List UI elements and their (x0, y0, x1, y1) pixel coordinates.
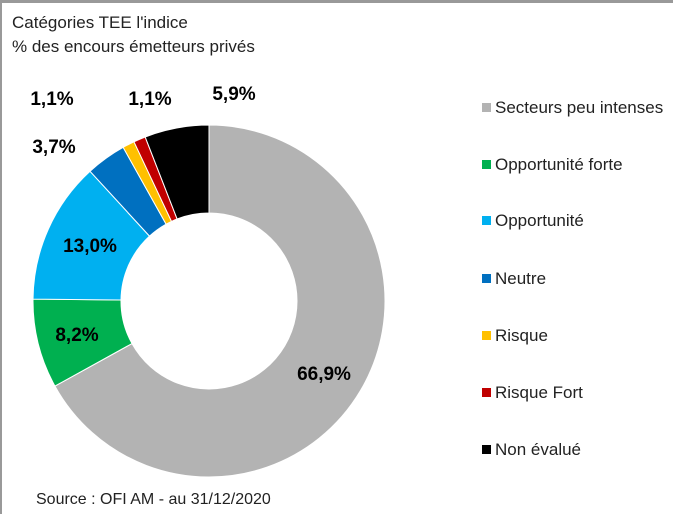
data-label: 1,1% (128, 89, 172, 110)
donut (32, 124, 386, 478)
legend-label: Secteurs peu intenses (495, 98, 664, 117)
data-label: 66,9% (297, 364, 351, 385)
legend-label: Non évalué (495, 440, 582, 459)
legend-swatch (482, 388, 491, 397)
legend-label: Opportunité (495, 211, 584, 230)
data-label: 5,9% (212, 84, 256, 105)
legend-swatch (482, 160, 491, 169)
legend-label: Risque (495, 326, 548, 345)
legend-swatch (482, 216, 491, 225)
legend-label: Neutre (495, 269, 547, 288)
chart-subtitle: % des encours émetteurs privés (12, 37, 255, 56)
data-label: 3,7% (32, 137, 76, 158)
donut-segment (54, 124, 386, 478)
legend-label: Opportunité forte (495, 155, 623, 174)
data-label: 13,0% (63, 236, 117, 257)
data-label: 1,1% (30, 89, 74, 110)
legend-swatch (482, 331, 491, 340)
data-label: 8,2% (55, 325, 99, 346)
legend-swatch (482, 274, 491, 283)
legend-swatch (482, 103, 491, 112)
source: Source : OFI AM - au 31/12/2020 (36, 491, 271, 508)
chart-title: Catégories TEE l'indice (12, 13, 188, 32)
legend-swatch (482, 445, 491, 454)
donut-segment (144, 124, 210, 220)
legend-label: Risque Fort (495, 383, 583, 402)
